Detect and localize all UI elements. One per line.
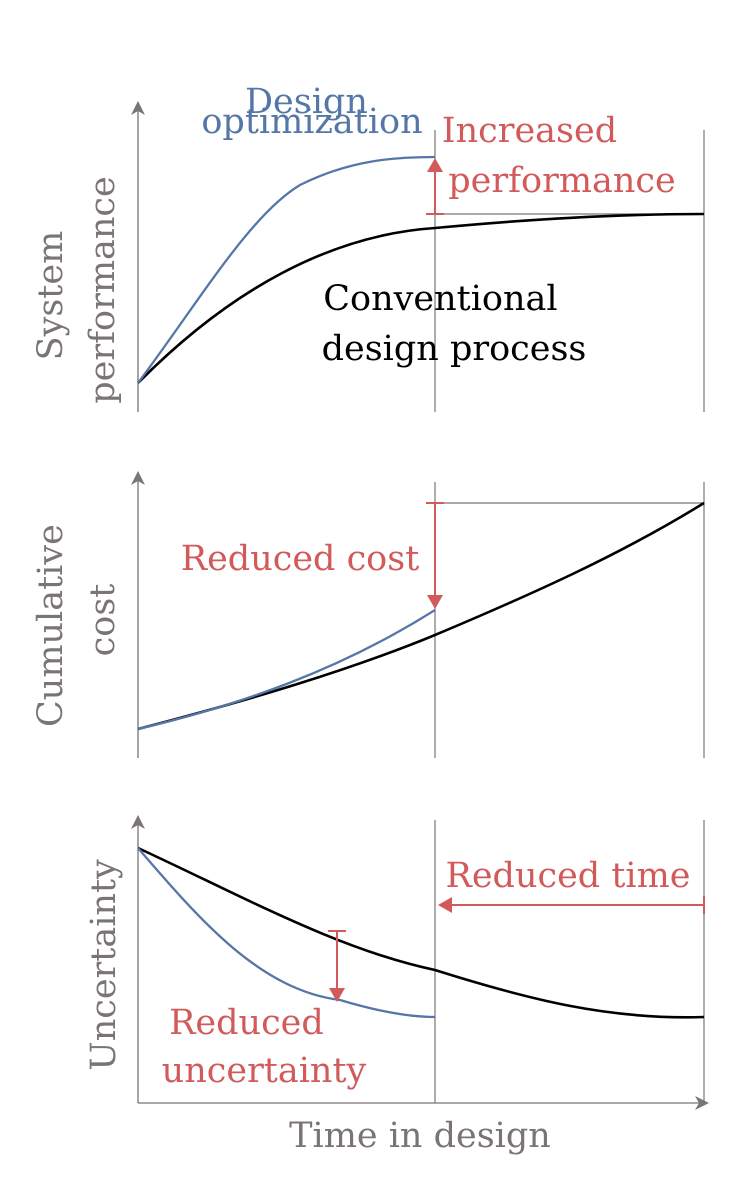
performance-panel: Design optimization Increased performanc… (31, 82, 705, 412)
optimized-label: Design optimization (201, 82, 422, 142)
performance-ylabel: System performance (31, 176, 123, 404)
increased-performance-label: Increased performance (442, 111, 676, 201)
cost-panel: Reduced cost Cumulative cost (31, 471, 705, 758)
uncertainty-panel: Reduced time Reduced uncertainty Uncerta… (84, 815, 709, 1156)
optimized-curve (137, 609, 436, 731)
optimized-curve (137, 155, 436, 384)
conventional-curve (137, 501, 705, 731)
cost-ylabel: Cumulative cost (31, 513, 123, 727)
conventional-label: Conventional design process (322, 279, 587, 369)
uncertainty-ylabel: Uncertainty (84, 859, 124, 1071)
conventional-curve (137, 212, 705, 384)
reduced-time-label: Reduced time (445, 856, 690, 896)
conventional-curve (137, 846, 705, 1019)
reduced-cost-label: Reduced cost (181, 539, 420, 579)
reduced-uncertainty-label: Reduced uncertainty (162, 1003, 367, 1091)
x-axis-label: Time in design (289, 1116, 551, 1156)
optimized-curve (137, 847, 436, 1019)
